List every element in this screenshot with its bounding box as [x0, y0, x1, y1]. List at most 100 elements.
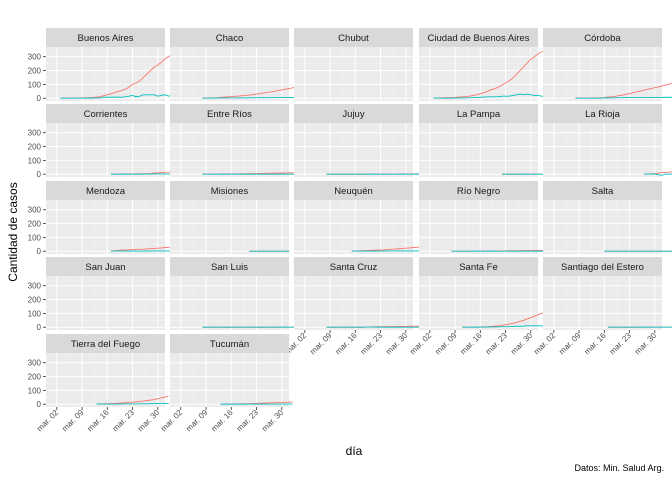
facet-strip	[543, 104, 662, 123]
facet-panel: Salta	[543, 181, 672, 254]
series-line	[110, 250, 176, 253]
facet-panel: Misiones	[170, 181, 289, 254]
x-tick-label: mar. 16	[582, 331, 608, 357]
x-axis-title: día	[346, 444, 363, 458]
y-tick-label: 100	[28, 156, 42, 165]
x-tick-label: mar. 09	[433, 331, 459, 357]
panel-background	[46, 200, 165, 254]
facet-panel: Córdoba	[543, 28, 672, 101]
panel-background	[419, 200, 538, 254]
y-tick-label: 0	[37, 400, 42, 409]
y-tick-label: 200	[28, 67, 42, 76]
facet-strip	[170, 257, 289, 276]
series-line	[643, 173, 672, 176]
facet-panel: Corrientes 0 100 200 300	[28, 104, 176, 179]
caption: Datos: Min. Salud Arg.	[574, 463, 664, 473]
y-tick-label: 300	[28, 53, 42, 62]
facet-panel: La Rioja	[543, 104, 672, 177]
panel-background	[170, 353, 289, 407]
panel-background	[419, 123, 538, 177]
facet-strip	[170, 104, 289, 123]
facet-label: San Luis	[211, 262, 248, 273]
facet-panel: San Juan 0 100 200 300	[28, 257, 165, 332]
facet-strip	[46, 104, 165, 123]
x-tick-label: mar. 16	[209, 408, 235, 434]
panel-background	[170, 200, 289, 254]
panel-background	[294, 47, 413, 101]
facet-strip	[46, 257, 165, 276]
facet-panel: La Pampa	[419, 104, 549, 177]
x-tick-label: mar. 16	[458, 331, 484, 357]
facet-label: La Rioja	[585, 109, 621, 120]
facet-label: San Juan	[85, 262, 125, 273]
y-tick-label: 200	[28, 220, 42, 229]
facet-strip	[419, 181, 538, 200]
facet-strip	[46, 334, 165, 353]
y-tick-label: 0	[37, 170, 42, 179]
facet-label: Santa Cruz	[330, 262, 378, 273]
facet-panel: Santiago del Estero mar. 02 mar. 09 mar. 16…	[532, 257, 672, 356]
series-line	[575, 96, 672, 99]
panel-background	[294, 123, 413, 177]
y-tick-label: 100	[28, 386, 42, 395]
panel-background	[543, 123, 662, 177]
panel-background	[170, 276, 289, 330]
x-tick-label: mar. 30	[384, 331, 410, 357]
x-tick-label: mar. 09	[557, 331, 583, 357]
facet-panel: Tucumán mar. 02 mar. 09 mar. 16 mar. 23 mar. …	[159, 334, 293, 433]
x-tick-label: mar. 16	[85, 408, 111, 434]
facet-label: Río Negro	[457, 186, 500, 197]
panel-background	[170, 47, 289, 101]
y-tick-label: 300	[28, 206, 42, 215]
x-tick-label: mar. 02	[532, 331, 558, 357]
series-line	[433, 93, 546, 99]
series-line	[96, 395, 169, 405]
panel-background	[46, 276, 165, 330]
facet-strip	[294, 104, 413, 123]
facet-strip	[170, 181, 289, 200]
facet-panel: Jujuy	[294, 104, 424, 177]
x-tick-label: mar. 09	[308, 331, 334, 357]
facet-strip	[294, 257, 413, 276]
facet-panel: Chaco	[170, 28, 300, 101]
facet-panel: Buenos Aires 0 100 200 300	[28, 28, 173, 103]
x-tick-label: mar. 23	[608, 331, 634, 357]
series-line	[433, 50, 546, 99]
facet-label: Buenos Aires	[78, 33, 134, 44]
facet-strip	[419, 257, 538, 276]
x-tick-label: mar. 30	[509, 331, 535, 357]
panel-background	[46, 123, 165, 177]
panel-background	[543, 47, 662, 101]
panel-background	[419, 276, 538, 330]
facet-label: Salta	[592, 186, 614, 197]
facet-label: Mendoza	[86, 186, 126, 197]
x-tick-label: mar. 02	[159, 408, 185, 434]
facet-label: Tierra del Fuego	[71, 339, 140, 350]
facet-panel: Mendoza 0 100 200 300	[28, 181, 176, 256]
facet-strip	[170, 334, 289, 353]
facet-label: Misiones	[211, 186, 249, 197]
x-tick-label: mar. 30	[136, 408, 162, 434]
facet-strip	[543, 257, 662, 276]
facet-label: Santiago del Estero	[561, 262, 644, 273]
facet-strip	[170, 28, 289, 47]
facet-label: Chaco	[216, 33, 243, 44]
x-tick-label: mar. 09	[60, 408, 86, 434]
facet-strip	[543, 181, 662, 200]
facet-panel: Chubut	[294, 28, 413, 101]
x-tick-label: mar. 30	[260, 408, 286, 434]
panel-background	[543, 276, 662, 330]
series-line	[96, 402, 169, 405]
y-tick-label: 100	[28, 80, 42, 89]
panel-background	[294, 276, 413, 330]
facet-label: La Pampa	[457, 109, 501, 120]
x-tick-label: mar. 02	[35, 408, 61, 434]
facet-strip	[294, 28, 413, 47]
panel-background	[543, 200, 662, 254]
panels: Buenos Aires 0 100 200 300 Chaco Chubut Ciudad …	[28, 28, 672, 433]
facet-label: Córdoba	[584, 33, 621, 44]
facet-strip	[419, 28, 538, 47]
x-tick-label: mar. 02	[408, 331, 434, 357]
facet-label: Corrientes	[84, 109, 128, 120]
